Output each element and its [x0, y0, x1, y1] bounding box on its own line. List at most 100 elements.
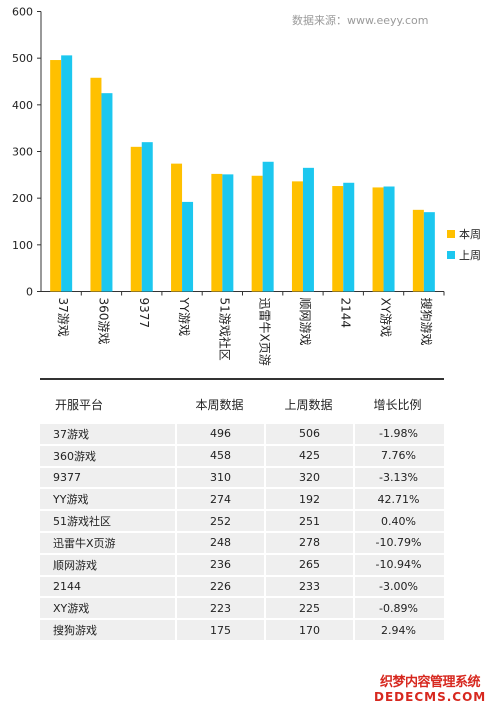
bar-last-week — [222, 174, 234, 292]
cell-platform: 顺网游戏 — [53, 558, 97, 572]
cell-last-week: 278 — [264, 532, 353, 553]
y-tick-label: 100 — [12, 239, 33, 252]
cell-platform: YY游戏 — [53, 493, 89, 507]
cell-platform: 51游戏社区 — [53, 515, 111, 529]
cell-growth: 0.40% — [353, 511, 442, 531]
cell-platform: 9377 — [53, 470, 81, 484]
watermark-title: 织梦内容管理系统 — [379, 675, 481, 690]
table-row: YY游戏 274 192 42.71% — [40, 487, 444, 510]
cell-last-week: 170 — [264, 620, 353, 640]
bar-last-week — [423, 212, 435, 292]
y-tick-label: 300 — [12, 146, 33, 159]
source-note: 数据来源：www.eeyy.com — [292, 14, 429, 27]
table-row: 顺网游戏 236 265 -10.94% — [40, 552, 444, 575]
y-tick-label: 400 — [12, 99, 33, 112]
bar-last-week — [141, 142, 153, 292]
watermark-logo: 织梦内容管理系统 DEDECMS.COM — [374, 671, 486, 707]
cell-platform: 迅雷牛X页游 — [53, 536, 116, 550]
table-header: 开服平台 本周数据 上周数据 增长比例 — [40, 392, 444, 416]
cell-platform: 360游戏 — [53, 449, 96, 463]
cell-last-week: 233 — [264, 576, 353, 597]
data-table: 开服平台 本周数据 上周数据 增长比例 37游戏 496 506 -1.98% 360… — [40, 392, 444, 640]
legend-swatch — [447, 230, 455, 238]
x-category-label: XY游戏 — [379, 298, 393, 338]
cell-last-week: 192 — [264, 489, 353, 510]
y-axis: 0 100 200 300 400 500 600 — [12, 6, 444, 299]
y-tick-label: 500 — [12, 52, 33, 65]
x-category-label: YY游戏 — [177, 297, 191, 337]
cell-last-week: 251 — [264, 511, 353, 531]
cell-this-week: 236 — [175, 554, 264, 575]
y-tick-label: 200 — [12, 192, 33, 205]
bar-last-week — [262, 161, 274, 292]
cell-this-week: 175 — [175, 620, 264, 640]
table-row: 2144 226 233 -3.00% — [40, 574, 444, 597]
cell-this-week: 248 — [175, 532, 264, 553]
header-platform: 开服平台 — [55, 397, 104, 412]
cell-this-week: 223 — [175, 598, 264, 619]
cell-growth: 7.76% — [353, 445, 442, 466]
divider — [40, 378, 444, 380]
bar-last-week — [383, 186, 395, 292]
cell-last-week: 225 — [264, 598, 353, 619]
cell-platform: 搜狗游戏 — [53, 624, 97, 638]
table-row: 9377 310 320 -3.13% — [40, 465, 444, 488]
bar-this-week — [50, 60, 62, 292]
bar-this-week — [412, 209, 424, 292]
bar-last-week — [61, 55, 73, 292]
cell-last-week: 265 — [264, 554, 353, 575]
x-category-label: 2144 — [338, 298, 352, 329]
bar-this-week — [372, 187, 384, 292]
table-row: 37游戏 496 506 -1.98% — [40, 422, 444, 444]
table-row: 360游戏 458 425 7.76% — [40, 443, 444, 466]
bar-last-week — [101, 93, 113, 292]
x-category-label: 37游戏 — [56, 298, 70, 337]
x-category-label: 搜狗游戏 — [419, 298, 434, 346]
bar-this-week — [251, 175, 263, 292]
cell-growth: -1.98% — [353, 424, 442, 444]
bar-this-week — [130, 146, 142, 292]
x-category-label: 360游戏 — [96, 298, 110, 345]
cell-platform: XY游戏 — [53, 602, 90, 616]
legend-label: 本周 — [459, 227, 481, 241]
cell-growth: -0.89% — [353, 598, 442, 619]
cell-this-week: 274 — [175, 489, 264, 510]
bar-last-week — [343, 182, 355, 292]
x-category-label: 迅雷牛X页游 — [258, 298, 273, 366]
cell-this-week: 310 — [175, 467, 264, 488]
bar-this-week — [332, 186, 344, 292]
bar-this-week — [211, 173, 223, 292]
table-row: 51游戏社区 252 251 0.40% — [40, 509, 444, 531]
cell-this-week: 226 — [175, 576, 264, 597]
x-category-label: 顺网游戏 — [298, 298, 312, 346]
table-row: XY游戏 223 225 -0.89% — [40, 596, 444, 619]
x-category-label: 9377 — [137, 298, 151, 329]
cell-growth: 2.94% — [353, 620, 442, 640]
cell-growth: -3.00% — [353, 576, 442, 597]
watermark-domain: DEDECMS.COM — [374, 690, 487, 704]
header-this-week: 本周数据 — [195, 397, 244, 412]
cell-platform: 2144 — [53, 579, 81, 593]
cell-this-week: 496 — [175, 424, 264, 444]
cell-growth: -3.13% — [353, 467, 442, 488]
table-row: 迅雷牛X页游 248 278 -10.79% — [40, 530, 444, 553]
bar-this-week — [90, 77, 102, 292]
bar-this-week — [291, 181, 303, 292]
cell-platform: 37游戏 — [53, 427, 89, 441]
cell-last-week: 320 — [264, 467, 353, 488]
bar-last-week — [182, 201, 194, 292]
cell-last-week: 506 — [264, 424, 353, 444]
legend-label: 上周 — [459, 249, 481, 262]
table-body: 37游戏 496 506 -1.98% 360游戏 458 425 7.76% 9377 31… — [40, 422, 444, 640]
legend-swatch — [447, 251, 455, 259]
bar-last-week — [302, 167, 314, 292]
cell-this-week: 252 — [175, 511, 264, 531]
cell-this-week: 458 — [175, 445, 264, 466]
bar-chart: 0 100 200 300 400 500 600 37游戏 360游戏 9377 YY游戏 51游… — [12, 6, 481, 366]
bar-this-week — [171, 163, 183, 292]
table-row: 搜狗游戏 175 170 2.94% — [40, 618, 444, 640]
y-tick-label: 600 — [12, 6, 33, 19]
x-category-label: 51游戏社区 — [217, 298, 232, 361]
y-tick-label: 0 — [26, 286, 33, 299]
